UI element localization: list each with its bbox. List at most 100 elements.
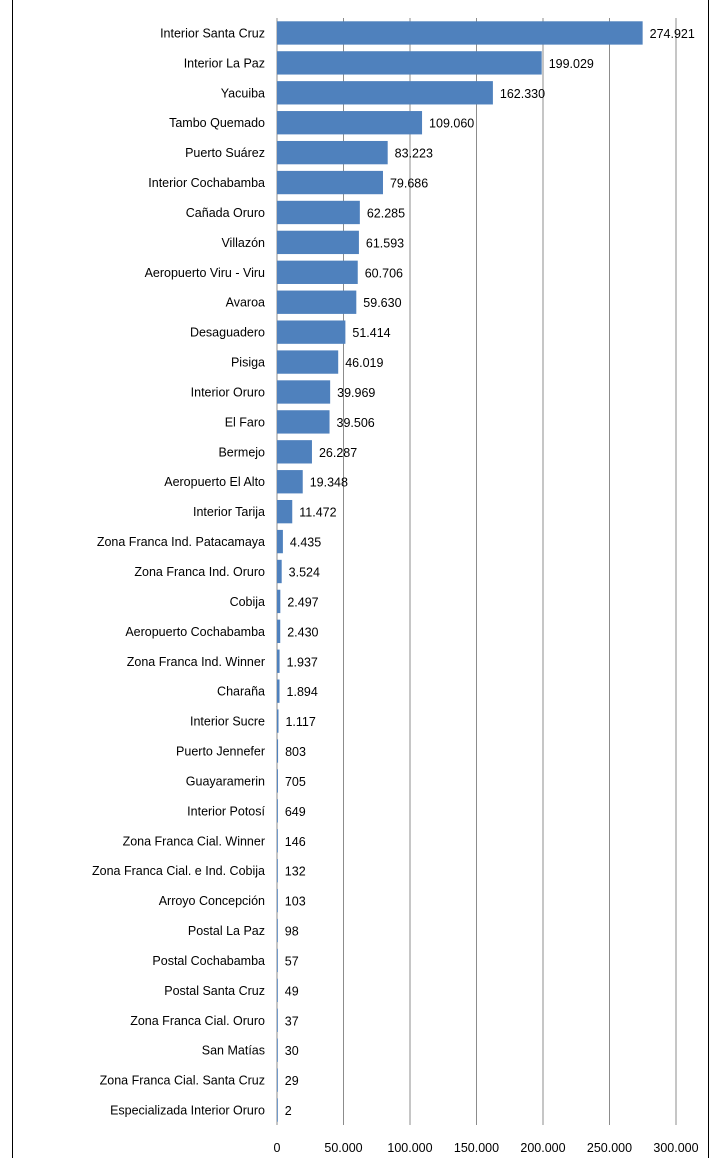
bar bbox=[277, 350, 339, 374]
bar bbox=[277, 829, 278, 853]
category-label: Interior Santa Cruz bbox=[160, 26, 265, 40]
value-label: 4.435 bbox=[290, 536, 321, 550]
value-labels: 274.921 199.029 162.330 109.060 83.223 79.686… bbox=[285, 27, 695, 1118]
category-label: Guayaramerin bbox=[186, 774, 265, 788]
bar bbox=[277, 918, 278, 943]
value-label: 57 bbox=[285, 954, 299, 968]
value-label: 26.287 bbox=[319, 446, 357, 460]
bar bbox=[277, 799, 278, 823]
category-label: Arroyo Concepción bbox=[159, 894, 265, 908]
value-label: 79.686 bbox=[390, 177, 428, 191]
category-label: Cañada Oruro bbox=[186, 206, 265, 220]
bar bbox=[277, 1008, 278, 1032]
category-label: Especializada Interior Oruro bbox=[110, 1104, 265, 1118]
x-tick-label: 100.000 bbox=[387, 1141, 432, 1155]
category-label: Interior Cochabamba bbox=[148, 176, 265, 190]
bar bbox=[277, 709, 279, 733]
value-label: 61.593 bbox=[366, 236, 404, 250]
bar bbox=[277, 888, 278, 913]
category-label: Avaroa bbox=[226, 296, 265, 310]
category-label: Yacuiba bbox=[221, 86, 265, 100]
value-label: 59.630 bbox=[363, 296, 401, 310]
bar bbox=[277, 440, 312, 464]
category-label: Interior La Paz bbox=[184, 56, 265, 70]
category-label: Postal La Paz bbox=[188, 924, 265, 938]
category-label: Tambo Quemado bbox=[169, 116, 265, 130]
value-label: 1.894 bbox=[287, 685, 318, 699]
category-label: San Matías bbox=[202, 1044, 265, 1058]
category-label: Zona Franca Cial. Santa Cruz bbox=[100, 1074, 265, 1088]
value-label: 62.285 bbox=[367, 206, 405, 220]
bar bbox=[277, 170, 383, 195]
bar bbox=[277, 230, 359, 255]
value-label: 705 bbox=[285, 775, 306, 789]
bar bbox=[277, 978, 278, 1003]
category-label: Aeropuerto El Alto bbox=[164, 475, 265, 489]
category-label: Postal Santa Cruz bbox=[164, 984, 265, 998]
chart-frame bbox=[12, 0, 709, 1158]
category-label: El Faro bbox=[225, 415, 265, 429]
category-label: Interior Oruro bbox=[191, 385, 265, 399]
category-label: Pisiga bbox=[231, 356, 265, 370]
bar bbox=[277, 499, 293, 524]
category-label: Villazón bbox=[221, 236, 265, 250]
bar bbox=[277, 260, 358, 284]
bar bbox=[277, 1038, 278, 1062]
bar bbox=[277, 739, 279, 763]
value-label: 11.472 bbox=[299, 506, 336, 520]
category-label: Charaña bbox=[217, 685, 265, 699]
value-label: 30 bbox=[285, 1044, 299, 1058]
value-label: 103 bbox=[285, 895, 306, 909]
value-label: 803 bbox=[285, 745, 306, 759]
value-label: 109.060 bbox=[429, 117, 474, 131]
category-label: Zona Franca Cial. e Ind. Cobija bbox=[92, 864, 265, 878]
bar bbox=[277, 529, 283, 554]
bar bbox=[277, 679, 280, 703]
bar bbox=[277, 769, 278, 793]
value-label: 37 bbox=[285, 1014, 299, 1028]
bar bbox=[277, 948, 278, 973]
x-tick-label: 150.000 bbox=[454, 1141, 499, 1155]
value-label: 2.430 bbox=[287, 625, 318, 639]
bar bbox=[277, 51, 542, 75]
value-label: 199.029 bbox=[549, 57, 594, 71]
bar bbox=[277, 111, 423, 135]
bar bbox=[277, 649, 280, 673]
bar bbox=[277, 589, 281, 614]
value-label: 39.969 bbox=[337, 386, 375, 400]
category-label: Zona Franca Cial. Oruro bbox=[130, 1014, 265, 1028]
value-label: 83.223 bbox=[395, 147, 433, 161]
category-label: Aeropuerto Viru - Viru bbox=[145, 266, 265, 280]
bar bbox=[277, 290, 357, 314]
x-tick-label: 250.000 bbox=[587, 1141, 632, 1155]
value-label: 1.937 bbox=[287, 655, 318, 669]
bar bbox=[277, 21, 643, 45]
value-label: 146 bbox=[285, 835, 306, 849]
category-label: Zona Franca Ind. Patacamaya bbox=[97, 535, 265, 549]
category-label: Zona Franca Ind. Winner bbox=[127, 655, 265, 669]
category-label: Interior Potosí bbox=[187, 804, 265, 818]
x-tick-label: 200.000 bbox=[520, 1141, 565, 1155]
value-label: 46.019 bbox=[345, 356, 383, 370]
bar bbox=[277, 380, 331, 404]
bar bbox=[277, 559, 282, 584]
x-axis-ticks: 0 50.000 100.000 150.000 200.000 250.000 300.0… bbox=[274, 1141, 699, 1155]
value-label: 51.414 bbox=[352, 326, 390, 340]
category-label: Interior Sucre bbox=[190, 715, 265, 729]
category-label: Bermejo bbox=[218, 445, 265, 459]
x-tick-label: 50.000 bbox=[324, 1141, 362, 1155]
value-label: 98 bbox=[285, 925, 299, 939]
category-label: Cobija bbox=[230, 595, 265, 609]
category-label: Interior Tarija bbox=[193, 505, 265, 519]
bars bbox=[277, 21, 643, 1122]
value-label: 60.706 bbox=[365, 266, 403, 280]
bar bbox=[277, 619, 281, 644]
value-label: 29 bbox=[285, 1074, 299, 1088]
category-label: Desaguadero bbox=[190, 326, 265, 340]
category-label: Puerto Jennefer bbox=[176, 745, 265, 759]
bar bbox=[277, 1098, 278, 1122]
bar bbox=[277, 470, 303, 494]
x-tick-label: 300.000 bbox=[653, 1141, 698, 1155]
category-label: Postal Cochabamba bbox=[152, 954, 265, 968]
